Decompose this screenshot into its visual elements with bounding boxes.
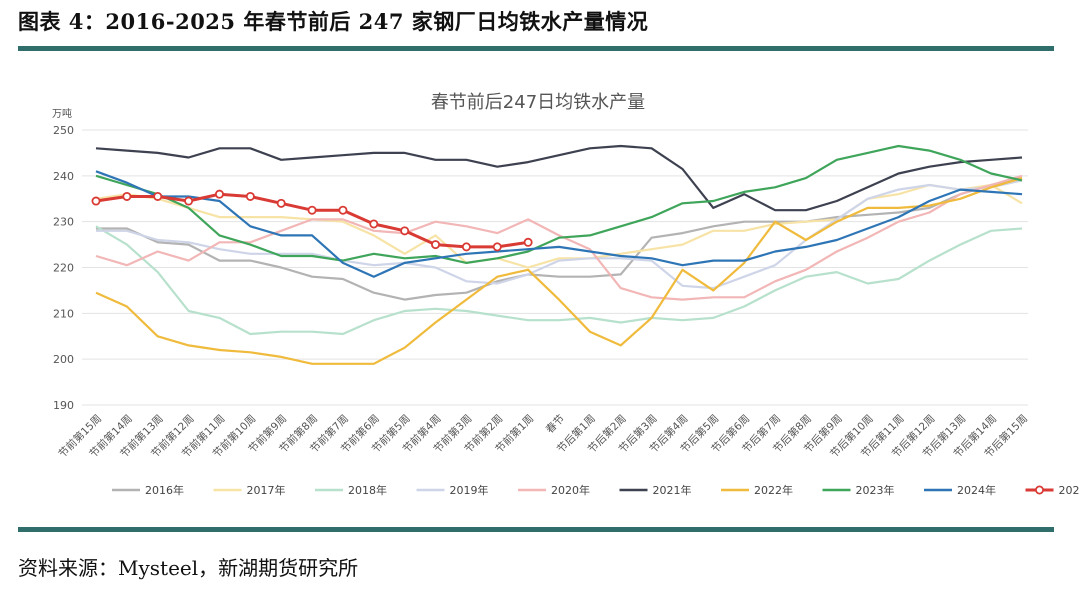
data-point — [369, 219, 379, 229]
y-axis-unit: 万吨 — [52, 107, 72, 120]
series-line-2016年 — [96, 177, 1023, 301]
y-tick-label: 220 — [53, 262, 74, 275]
y-tick-label: 210 — [53, 307, 74, 320]
data-point — [245, 191, 255, 201]
y-axis-ticks: 190 200 210 220 230 240 250 — [53, 124, 74, 412]
legend-label: 2016年 — [145, 483, 184, 497]
data-point — [91, 196, 101, 206]
data-point — [276, 198, 286, 208]
figure-title: 图表 4：2016-2025 年春节前后 247 家钢厂日均铁水产量情况 — [18, 9, 649, 34]
data-point — [461, 242, 471, 252]
y-tick-label: 250 — [53, 124, 74, 137]
legend-item: 2018年 — [315, 483, 387, 497]
legend-label: 2018年 — [348, 483, 387, 497]
legend-item: 2020年 — [518, 483, 590, 497]
data-point — [307, 205, 317, 215]
legend-item: 2021年 — [619, 483, 692, 497]
bottom-divider — [18, 527, 1054, 532]
data-point — [523, 237, 533, 247]
gridlines — [82, 129, 1028, 406]
legend-item: 2019年 — [416, 483, 489, 497]
y-tick-label: 190 — [53, 399, 74, 412]
data-point — [184, 196, 194, 206]
y-tick-label: 200 — [53, 353, 74, 366]
legend: 2016年 2017年 2018年 2019年 2020年 2021年 2022年 2023年… — [112, 483, 1080, 497]
legend-item: 2024年 — [924, 483, 996, 497]
series-line-2023年 — [95, 144, 1023, 264]
series-line-2022年 — [95, 177, 1023, 365]
y-tick-label: 230 — [53, 216, 74, 229]
series-line-2024年 — [95, 170, 1023, 278]
source-note: 资料来源：Mysteel，新湖期货研究所 — [18, 556, 359, 580]
legend-label: 2019年 — [450, 483, 489, 497]
data-point — [214, 189, 224, 199]
series-lines — [91, 144, 1023, 365]
legend-label: 2021年 — [653, 483, 692, 497]
chart-title: 春节前后247日均铁水产量 — [431, 92, 645, 113]
series-line-2020年 — [95, 174, 1023, 301]
data-point — [431, 240, 441, 250]
legend-label: 2023年 — [856, 483, 895, 497]
line-chart: 春节前后247日均铁水产量 万吨 190 200 210 220 230 240 250 节… — [52, 92, 1080, 497]
top-divider — [18, 46, 1054, 51]
legend-item: 2016年 — [112, 483, 184, 497]
data-point — [153, 191, 163, 201]
series-line-2021年 — [95, 144, 1023, 212]
legend-label: 2020年 — [551, 483, 590, 497]
legend-item: 2023年 — [822, 483, 895, 497]
data-point — [400, 226, 410, 236]
legend-label: 2022年 — [754, 483, 793, 497]
legend-label: 2017年 — [247, 483, 286, 497]
series-line-2017年 — [95, 183, 1023, 269]
data-point — [122, 191, 132, 201]
legend-item: 2022年 — [721, 483, 793, 497]
y-tick-label: 240 — [53, 170, 74, 183]
x-tick-label: 春节 — [544, 413, 567, 436]
data-point — [492, 242, 502, 252]
data-point — [338, 205, 348, 215]
x-axis-ticks: 节前第15周节前第14周节前第13周节前第12周节前第11周节前第10周节前第9… — [56, 412, 1030, 460]
legend-marker — [1035, 485, 1045, 495]
legend-label: 2024年 — [957, 483, 996, 497]
series-line-2019年 — [96, 179, 1023, 290]
legend-item: 2017年 — [213, 483, 286, 497]
series-line-2018年 — [95, 225, 1023, 336]
